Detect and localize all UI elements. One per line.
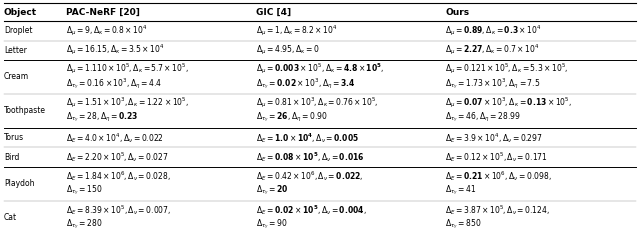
Text: Torus: Torus [4, 133, 24, 142]
Text: $\Delta_E = 2.20 \times 10^5, \Delta_{\nu} = 0.027$: $\Delta_E = 2.20 \times 10^5, \Delta_{\n… [66, 150, 169, 164]
Text: GIC [4]: GIC [4] [255, 8, 291, 16]
Text: $\Delta_E = 1.84 \times 10^6, \Delta_{\nu} = 0.028,$: $\Delta_E = 1.84 \times 10^6, \Delta_{\n… [66, 169, 171, 183]
Text: $\Delta_{\mu} = 0.81 \times 10^3, \Delta_{\kappa} = 0.76 \times 10^5,$: $\Delta_{\mu} = 0.81 \times 10^3, \Delta… [255, 96, 378, 110]
Text: $\Delta_E = \mathbf{0.08} \times \mathbf{10^5}, \Delta_{\nu} = \mathbf{0.016}$: $\Delta_E = \mathbf{0.08} \times \mathbf… [255, 150, 364, 164]
Text: $\Delta_{\tau_Y} = 28, \Delta_{\eta} = \mathbf{0.23}$: $\Delta_{\tau_Y} = 28, \Delta_{\eta} = \… [66, 110, 138, 124]
Text: $\Delta_E = \mathbf{0.02} \times \mathbf{10^5}, \Delta_{\nu} = \mathbf{0.004},$: $\Delta_E = \mathbf{0.02} \times \mathbf… [255, 203, 366, 217]
Text: PAC-NeRF [20]: PAC-NeRF [20] [66, 8, 140, 16]
Text: $\Delta_{\tau_Y} = 150$: $\Delta_{\tau_Y} = 150$ [66, 183, 102, 197]
Text: $\Delta_E = 3.87 \times 10^5, \Delta_{\nu} = 0.124,$: $\Delta_E = 3.87 \times 10^5, \Delta_{\n… [445, 203, 550, 217]
Text: $\Delta_{\tau_Y} = 1.73 \times 10^3, \Delta_{\eta} = 7.5$: $\Delta_{\tau_Y} = 1.73 \times 10^3, \De… [445, 76, 541, 91]
Text: Ours: Ours [445, 8, 469, 16]
Text: $\Delta_{\mu} = \mathbf{0.003} \times 10^5, \Delta_{\kappa} = \mathbf{4.8} \time: $\Delta_{\mu} = \mathbf{0.003} \times 10… [255, 62, 384, 76]
Text: $\Delta_{\tau_Y} = \mathbf{20}$: $\Delta_{\tau_Y} = \mathbf{20}$ [255, 183, 288, 197]
Text: $\Delta_{\mu} = 9, \Delta_{\kappa} = 0.8 \times 10^4$: $\Delta_{\mu} = 9, \Delta_{\kappa} = 0.8… [66, 24, 147, 38]
Text: $\Delta_{\tau_Y} = 90$: $\Delta_{\tau_Y} = 90$ [255, 217, 287, 231]
Text: $\Delta_{\mu} = \mathbf{0.89}, \Delta_{\kappa} = \mathbf{0.3} \times 10^4$: $\Delta_{\mu} = \mathbf{0.89}, \Delta_{\… [445, 24, 542, 38]
Text: $\Delta_E = 0.12 \times 10^5, \Delta_{\nu} = 0.171$: $\Delta_E = 0.12 \times 10^5, \Delta_{\n… [445, 150, 548, 164]
Text: $\Delta_E = 3.9 \times 10^4, \Delta_{\nu} = 0.297$: $\Delta_E = 3.9 \times 10^4, \Delta_{\nu… [445, 131, 543, 145]
Text: $\Delta_{\tau_Y} = 46, \Delta_{\eta} = 28.99$: $\Delta_{\tau_Y} = 46, \Delta_{\eta} = 2… [445, 110, 521, 124]
Text: $\Delta_{\mu} = 1.110 \times 10^5, \Delta_{\kappa} = 5.7 \times 10^5,$: $\Delta_{\mu} = 1.110 \times 10^5, \Delt… [66, 62, 189, 76]
Text: $\Delta_{\tau_Y} = 850$: $\Delta_{\tau_Y} = 850$ [445, 217, 482, 231]
Text: $\Delta_{\tau_Y} = \mathbf{26}, \Delta_{\eta} = 0.90$: $\Delta_{\tau_Y} = \mathbf{26}, \Delta_{… [255, 110, 328, 124]
Text: Cream: Cream [4, 72, 29, 82]
Text: $\Delta_E = 4.0 \times 10^4, \Delta_{\nu} = 0.022$: $\Delta_E = 4.0 \times 10^4, \Delta_{\nu… [66, 131, 164, 145]
Text: Letter: Letter [4, 46, 27, 55]
Text: Object: Object [4, 8, 37, 16]
Text: $\Delta_{\mu} = 4.95, \Delta_{\kappa} = 0$: $\Delta_{\mu} = 4.95, \Delta_{\kappa} = … [255, 44, 319, 57]
Text: $\Delta_{\mu} = 1.51 \times 10^3, \Delta_{\kappa} = 1.22 \times 10^5,$: $\Delta_{\mu} = 1.51 \times 10^3, \Delta… [66, 96, 189, 110]
Text: $\Delta_{\tau_Y} = 0.16 \times 10^3, \Delta_{\eta} = 4.4$: $\Delta_{\tau_Y} = 0.16 \times 10^3, \De… [66, 76, 162, 91]
Text: Bird: Bird [4, 153, 19, 162]
Text: Playdoh: Playdoh [4, 179, 35, 188]
Text: $\Delta_{\mu} = 1, \Delta_{\kappa} = 8.2 \times 10^4$: $\Delta_{\mu} = 1, \Delta_{\kappa} = 8.2… [255, 24, 337, 38]
Text: $\Delta_{\mu} = \mathbf{2.27}, \Delta_{\kappa} = 0.7 \times 10^4$: $\Delta_{\mu} = \mathbf{2.27}, \Delta_{\… [445, 43, 540, 58]
Text: $\Delta_{\mu} = \mathbf{0.07} \times 10^3, \Delta_{\kappa} = \mathbf{0.13} \time: $\Delta_{\mu} = \mathbf{0.07} \times 10^… [445, 96, 572, 110]
Text: Cat: Cat [4, 213, 17, 223]
Text: Toothpaste: Toothpaste [4, 106, 46, 115]
Text: $\Delta_{\mu} = 16.15, \Delta_{\kappa} = 3.5 \times 10^4$: $\Delta_{\mu} = 16.15, \Delta_{\kappa} =… [66, 43, 164, 58]
Text: $\Delta_E = 8.39 \times 10^5, \Delta_{\nu} = 0.007,$: $\Delta_E = 8.39 \times 10^5, \Delta_{\n… [66, 203, 172, 217]
Text: $\Delta_{\tau_Y} = 41$: $\Delta_{\tau_Y} = 41$ [445, 183, 477, 197]
Text: $\Delta_{\mu} = 0.121 \times 10^5, \Delta_{\kappa} = 5.3 \times 10^5,$: $\Delta_{\mu} = 0.121 \times 10^5, \Delt… [445, 62, 568, 76]
Text: $\Delta_E = \mathbf{1.0} \times \mathbf{10^4}, \Delta_{\nu} = \mathbf{0.005}$: $\Delta_E = \mathbf{1.0} \times \mathbf{… [255, 131, 358, 145]
Text: $\Delta_{\tau_Y} = \mathbf{0.02} \times 10^3, \Delta_{\eta} = \mathbf{3.4}$: $\Delta_{\tau_Y} = \mathbf{0.02} \times … [255, 76, 355, 91]
Text: $\Delta_E = \mathbf{0.21} \times 10^6, \Delta_{\nu} = 0.098,$: $\Delta_E = \mathbf{0.21} \times 10^6, \… [445, 169, 552, 183]
Text: $\Delta_{\tau_Y} = 280$: $\Delta_{\tau_Y} = 280$ [66, 217, 102, 231]
Text: Droplet: Droplet [4, 26, 33, 35]
Text: $\Delta_E = 0.42 \times 10^6, \Delta_{\nu} = \mathbf{0.022},$: $\Delta_E = 0.42 \times 10^6, \Delta_{\n… [255, 169, 363, 183]
